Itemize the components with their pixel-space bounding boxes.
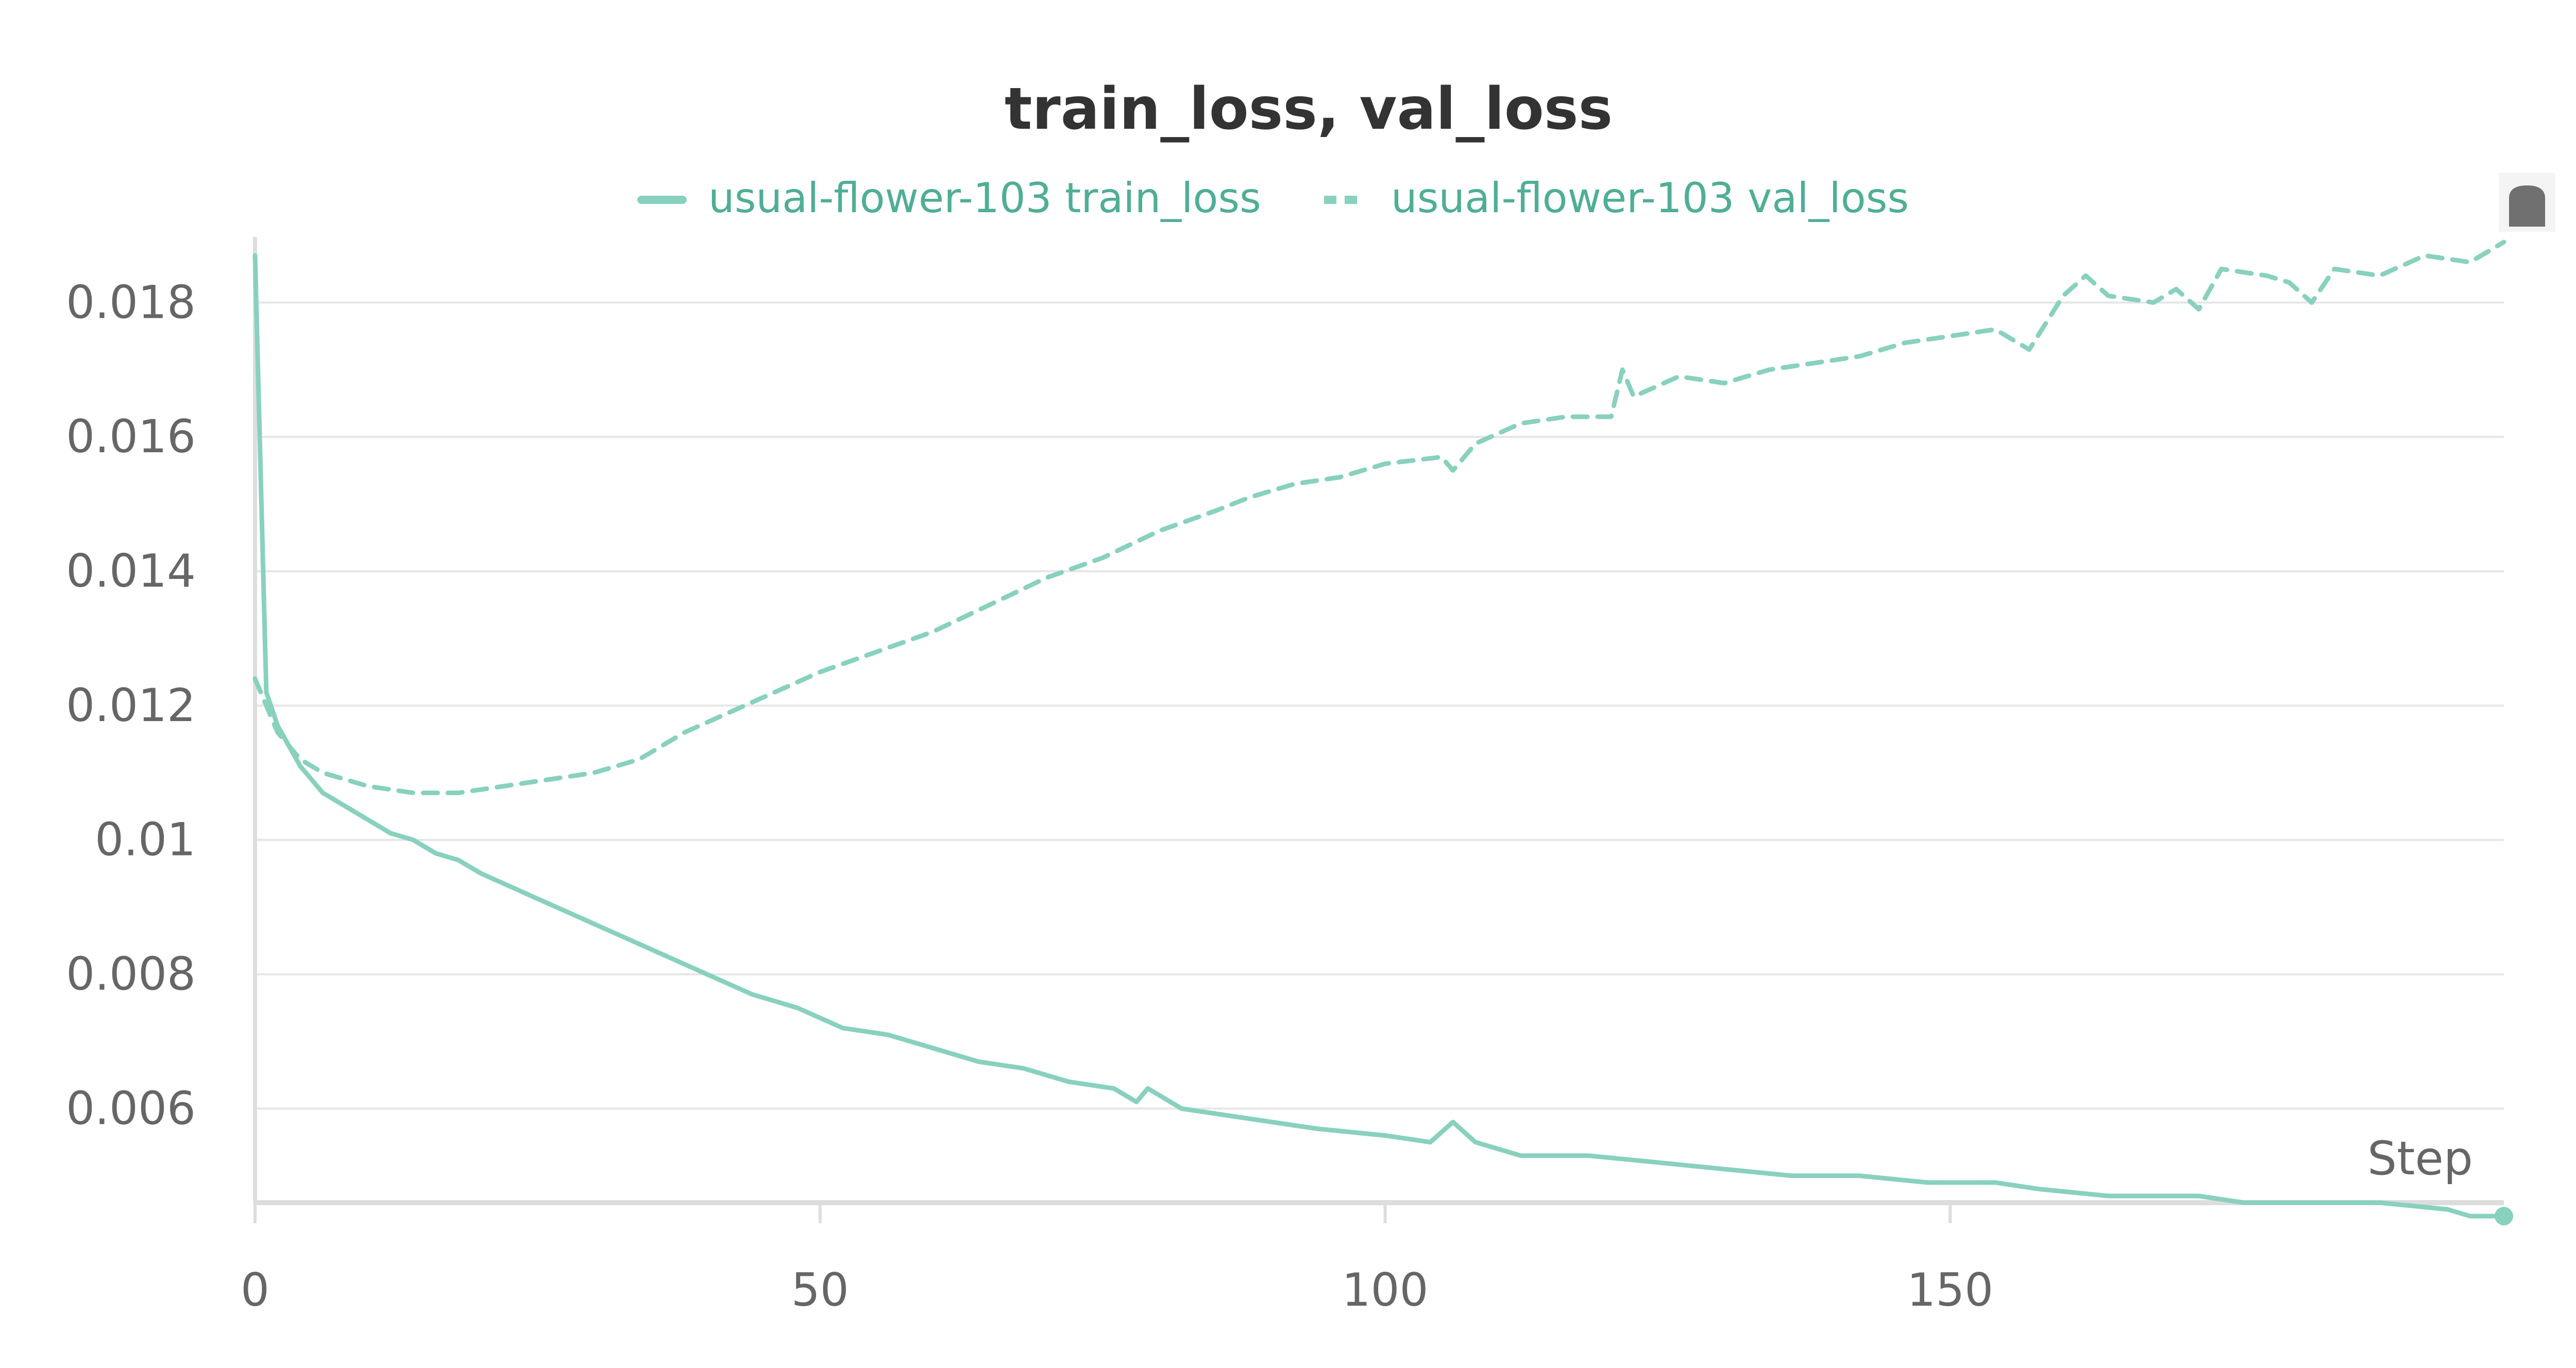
x-tick-label: 100 [1342, 1263, 1428, 1316]
series-layer [252, 240, 2513, 1226]
pin-icon[interactable] [2509, 185, 2545, 227]
y-tick-label: 0.018 [66, 276, 196, 329]
x-axis: 0 50 100 150 [241, 1200, 2504, 1316]
x-tick-label: 0 [241, 1263, 269, 1316]
legend-label-train-loss[interactable]: usual-flower-103 train_loss [708, 174, 1261, 222]
legend-label-val-loss[interactable]: usual-flower-103 val_loss [1391, 174, 1909, 222]
chart-title: train_loss, val_loss [1005, 76, 1613, 143]
y-tick-label: 0.006 [66, 1082, 196, 1135]
y-tick-label: 0.008 [66, 948, 196, 1001]
chart-options-handle[interactable] [2499, 173, 2555, 232]
y-tick-label: 0.01 [95, 813, 196, 866]
train-loss-line [252, 253, 2506, 1219]
y-tick-label: 0.016 [66, 410, 196, 463]
x-tick-label: 50 [791, 1263, 849, 1316]
x-tick-label: 150 [1907, 1263, 1993, 1316]
y-tick-label: 0.014 [66, 544, 196, 597]
y-tick-label: 0.012 [66, 679, 196, 732]
y-axis: 0.006 0.008 0.01 0.012 0.014 0.016 0.018 [66, 237, 257, 1203]
grid [255, 301, 2504, 1110]
train-loss-endpoint [2495, 1207, 2513, 1226]
val-loss-line [252, 240, 2506, 795]
x-axis-label: Step [2367, 1132, 2473, 1186]
legend[interactable]: usual-flower-103 train_loss usual-flower… [637, 174, 1909, 222]
